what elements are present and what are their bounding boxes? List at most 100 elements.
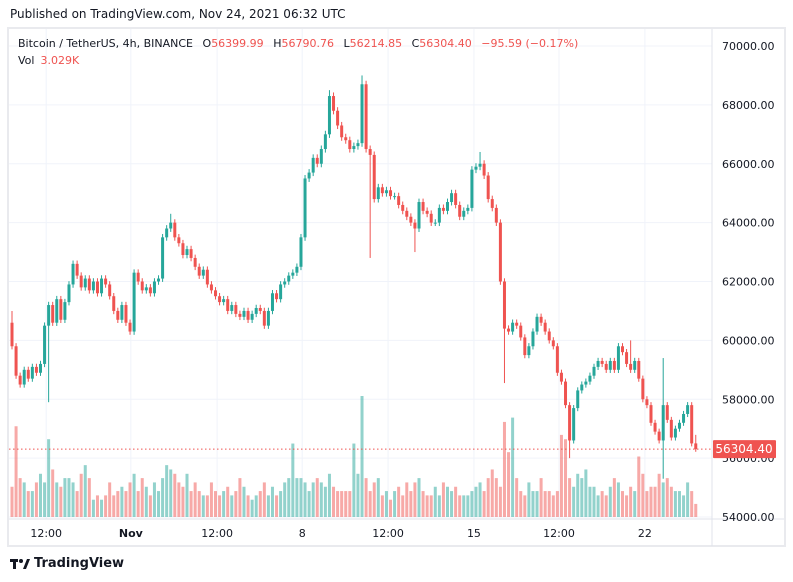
low-value: 56214.85 [349,37,403,50]
candle-body [275,293,279,300]
candle-body [584,381,588,385]
candle-body [67,284,71,303]
volume-bar [161,478,165,517]
candle-body [649,405,653,423]
candle-body [393,196,397,198]
volume-bar [393,491,397,517]
time-tick-label: Nov [119,527,144,540]
candle-body [612,360,616,370]
volume-bar [140,478,144,517]
candle-body [266,310,270,326]
volume-bar [515,478,519,517]
volume-bar [71,482,75,517]
candle-body [425,210,429,214]
volume-bar [67,478,71,517]
candle-body [498,222,502,282]
candle-body [59,299,63,320]
volume-bar [584,469,588,517]
volume-bar [108,482,112,517]
volume-bar [458,495,462,517]
candle-body [364,84,368,150]
volume-bar [209,482,213,517]
volume-bar [234,491,238,517]
candle-body [433,222,437,224]
volume-label[interactable]: Vol [18,54,35,67]
candle-body [30,366,34,379]
candle-body [201,269,205,276]
volume-bar [287,478,291,517]
volume-bar [34,482,38,517]
symbol-title[interactable]: Bitcoin / TetherUS, 4h, BINANCE [18,37,194,50]
time-tick-label: 12:00 [543,527,575,540]
volume-bar [116,491,120,517]
candle-body [421,202,425,211]
volume-bar [340,491,344,517]
volume-bar [425,495,429,517]
candle-body [38,363,42,373]
candle-body [645,399,649,406]
volume-bar [645,491,649,517]
volume-bar [523,495,527,517]
volume-bar [641,473,645,517]
candle-body [511,322,515,332]
time-tick-label: 12:00 [30,527,62,540]
candle-body [18,375,22,385]
volume-bar [303,482,307,517]
volume-bar [433,486,437,517]
candle-body [51,305,55,323]
volume-bar [604,495,608,517]
candle-body [340,125,344,138]
volume-bar [47,439,51,517]
candle-body [177,237,181,244]
candle-body [462,210,466,217]
price-tick-label: 58000.00 [722,393,775,406]
high-value: 56790.76 [281,37,334,50]
volume-bar [673,491,677,517]
volume-bar [694,503,698,517]
candle-body [87,278,91,291]
candle-body [10,322,14,347]
tradingview-brand[interactable]: TradingView [34,556,125,571]
candle-body [157,278,161,282]
volume-bar [173,473,177,517]
candle-body [344,137,348,141]
volume-bar [242,486,246,517]
volume-bar [148,495,152,517]
volume-bar [470,491,474,517]
candle-body [417,202,421,229]
price-tick-label: 70000.00 [722,40,775,53]
candle-body [226,299,230,311]
volume-bar [201,495,205,517]
last-price-badge: 56304.40 [713,440,776,459]
volume-bar [421,491,425,517]
change-value: −95.59 (−0.17%) [481,37,579,50]
price-tick-label: 62000.00 [722,276,775,289]
candle-body [75,263,79,276]
candle-body [250,313,254,320]
volume-bar [665,478,669,517]
candle-body [295,266,299,273]
volume-bar [22,482,26,517]
candle-body [580,384,584,391]
candle-body [682,413,686,423]
volume-bar [205,495,209,517]
candle-body [564,381,568,406]
candle-body [572,408,576,441]
time-tick-label: 22 [638,527,652,540]
candle-body [657,431,661,441]
time-tick-label: 12:00 [372,527,404,540]
volume-bar [551,495,555,517]
candle-body [661,405,665,441]
grid [9,29,712,519]
volume-bar [588,486,592,517]
footer: TradingView [10,556,124,571]
volume-bar [283,482,287,517]
candle-body [673,428,677,438]
open-value: 56399.99 [211,37,264,50]
candle-body [653,422,657,432]
volume-bar [559,434,563,517]
price-tick-label: 68000.00 [722,99,775,112]
volume-bar [315,478,319,517]
price-tick-label: 66000.00 [722,158,775,171]
